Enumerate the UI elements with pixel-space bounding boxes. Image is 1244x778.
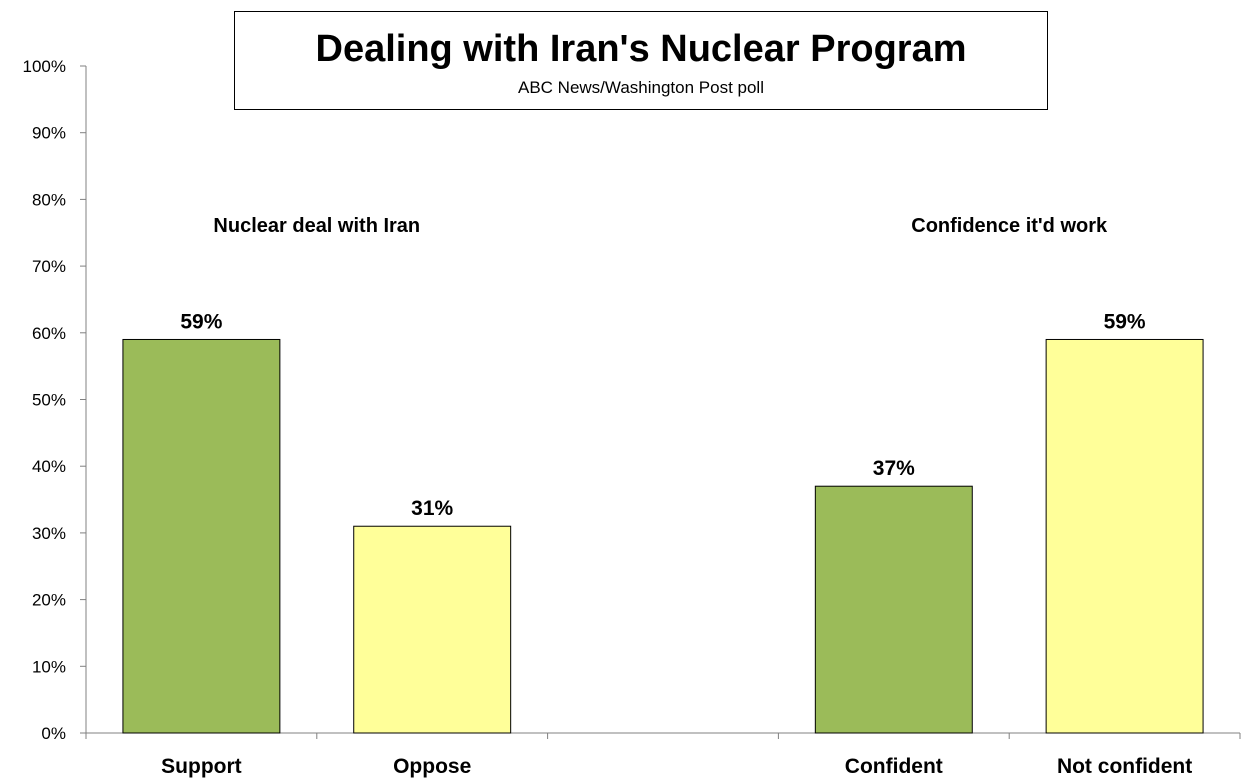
- group-label: Confidence it'd work: [911, 215, 1108, 237]
- chart-title: Dealing with Iran's Nuclear Program: [315, 28, 967, 70]
- y-tick-label: 80%: [32, 190, 66, 209]
- chart-subtitle: ABC News/Washington Post poll: [518, 78, 764, 97]
- bar-value-label: 31%: [411, 497, 453, 520]
- y-tick-label: 70%: [32, 257, 66, 276]
- x-category-label: Support: [161, 755, 241, 778]
- y-tick-label: 40%: [32, 457, 66, 476]
- bar-value-label: 37%: [873, 457, 915, 480]
- bar-oppose: [353, 525, 512, 734]
- bar-support: [122, 338, 281, 734]
- y-tick-label: 10%: [32, 657, 66, 676]
- bar-value-label: 59%: [1104, 310, 1146, 333]
- chart-labels: 59% Support 31% Oppose 37% Confident 59% Not co…: [161, 215, 1192, 778]
- title-box: Dealing with Iran's Nuclear Program ABC …: [234, 11, 1048, 110]
- group-label: Nuclear deal with Iran: [213, 215, 420, 237]
- y-tick-label: 90%: [32, 124, 66, 143]
- bar-not-confident: [1045, 338, 1204, 734]
- y-tick-label: 30%: [32, 524, 66, 543]
- y-tick-label: 50%: [32, 391, 66, 410]
- x-category-label: Confident: [845, 755, 943, 778]
- y-tick-label: 100%: [23, 57, 66, 76]
- y-tick-label: 20%: [32, 591, 66, 610]
- y-tick-label: 0%: [41, 724, 66, 743]
- bar-value-label: 59%: [180, 310, 222, 333]
- x-category-label: Oppose: [393, 755, 471, 778]
- bar-confident: [814, 485, 973, 734]
- x-category-label: Not confident: [1057, 755, 1192, 778]
- chart-bars: [122, 338, 1204, 734]
- y-axis-ticks: 0% 10% 20% 30% 40% 50% 60% 70% 80% 90% 100%: [23, 57, 86, 743]
- y-tick-label: 60%: [32, 324, 66, 343]
